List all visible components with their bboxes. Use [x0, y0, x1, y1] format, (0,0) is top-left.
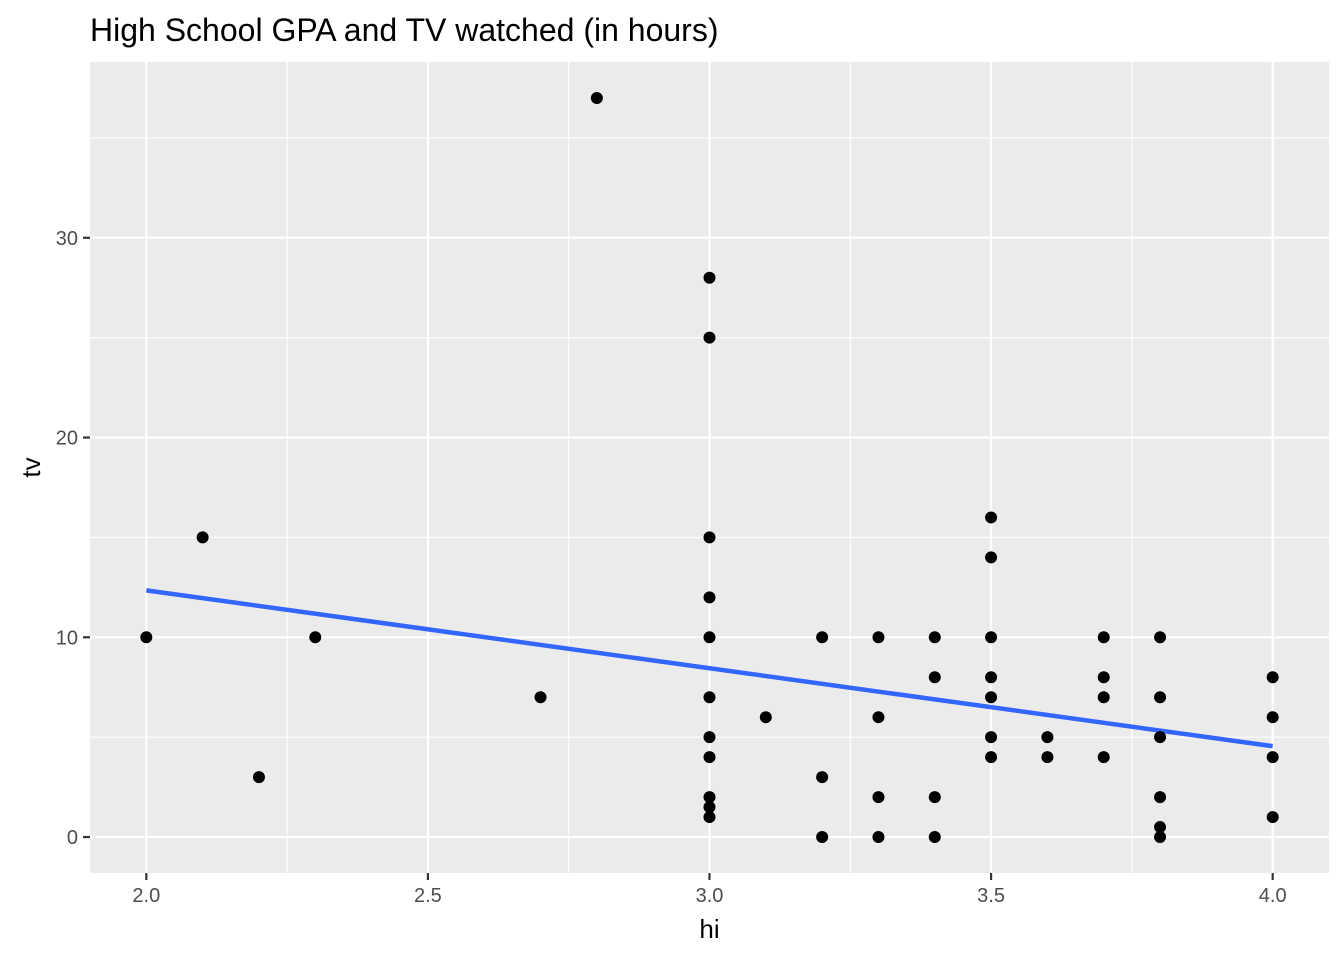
x-axis-title: hi: [699, 914, 719, 944]
trend-line: [146, 588, 1273, 749]
data-point: [1097, 671, 1110, 684]
data-point: [196, 531, 209, 544]
chart-title: High School GPA and TV watched (in hours…: [90, 12, 718, 48]
data-point: [872, 831, 885, 844]
data-point: [703, 811, 716, 824]
data-point: [928, 671, 941, 684]
data-point: [928, 831, 941, 844]
data-point: [309, 631, 322, 644]
data-point: [1266, 711, 1279, 724]
data-point: [703, 791, 716, 804]
x-tick-label: 3.0: [696, 885, 724, 907]
y-axis-title: tv: [16, 457, 46, 477]
data-point: [1154, 731, 1167, 744]
data-point: [928, 791, 941, 804]
data-point: [703, 591, 716, 604]
data-point: [590, 91, 603, 104]
data-point: [1154, 631, 1167, 644]
data-point: [1041, 751, 1054, 764]
data-point: [985, 511, 998, 524]
data-point: [703, 631, 716, 644]
data-point: [816, 631, 829, 644]
data-points: [140, 91, 1279, 844]
y-tick-label: 30: [56, 228, 78, 250]
data-point: [985, 671, 998, 684]
data-point: [759, 711, 772, 724]
data-point: [928, 631, 941, 644]
data-point: [1266, 671, 1279, 684]
data-point: [703, 801, 716, 814]
data-point: [985, 691, 998, 704]
data-point: [985, 551, 998, 564]
data-point: [1154, 831, 1167, 844]
data-point: [1266, 751, 1279, 764]
data-point: [703, 691, 716, 704]
y-tick-label: 0: [67, 827, 78, 849]
data-point: [816, 831, 829, 844]
data-point: [1097, 631, 1110, 644]
x-tick-label: 2.5: [414, 885, 442, 907]
data-point: [703, 331, 716, 344]
data-point: [985, 751, 998, 764]
data-point: [872, 711, 885, 724]
data-point: [1154, 821, 1167, 834]
data-point: [872, 791, 885, 804]
x-tick-label: 4.0: [1259, 885, 1287, 907]
y-axis: 0 10 20 30: [56, 228, 90, 849]
data-point: [872, 631, 885, 644]
y-tick-label: 10: [56, 627, 78, 649]
data-point: [1266, 811, 1279, 824]
data-point: [1041, 731, 1054, 744]
data-point: [703, 731, 716, 744]
x-tick-label: 2.0: [132, 885, 160, 907]
data-point: [1097, 751, 1110, 764]
data-point: [703, 271, 716, 284]
x-tick-label: 3.5: [977, 885, 1005, 907]
data-point: [252, 771, 265, 784]
data-point: [703, 751, 716, 764]
data-point: [985, 731, 998, 744]
data-point: [1097, 691, 1110, 704]
data-point: [140, 631, 153, 644]
data-point: [816, 771, 829, 784]
data-point: [534, 691, 547, 704]
trend-line-layer: [146, 588, 1273, 749]
data-point: [985, 631, 998, 644]
x-axis: 2.0 2.5 3.0 3.5 4.0: [132, 873, 1287, 907]
data-point: [1154, 691, 1167, 704]
data-point: [1154, 791, 1167, 804]
y-tick-label: 20: [56, 428, 78, 450]
data-point: [703, 531, 716, 544]
